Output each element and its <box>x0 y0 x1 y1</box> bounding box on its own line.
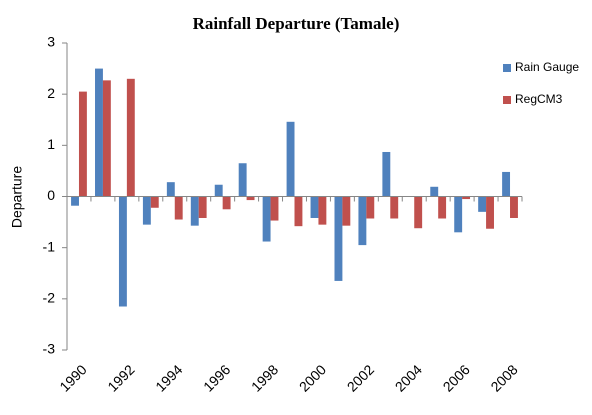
bar <box>454 196 463 233</box>
bar <box>118 196 127 307</box>
y-axis-label: Departure <box>9 166 25 228</box>
bar <box>126 78 135 197</box>
bar <box>198 196 207 218</box>
bar <box>342 196 351 226</box>
x-tick-label: 2000 <box>296 361 329 394</box>
bar <box>262 196 271 242</box>
x-tick-label: 2006 <box>440 361 473 394</box>
bar <box>334 196 343 281</box>
bar <box>238 163 247 197</box>
legend-swatch <box>503 64 511 72</box>
y-tick-label: 2 <box>47 85 55 101</box>
bar <box>294 196 303 227</box>
bar <box>78 91 87 197</box>
bar <box>318 196 327 225</box>
y-tick-label: -1 <box>43 238 56 254</box>
bar <box>174 196 183 220</box>
bar <box>102 80 111 197</box>
bar <box>478 196 487 212</box>
bar <box>366 196 375 219</box>
y-tick-label: 0 <box>47 187 55 203</box>
bar <box>71 196 79 206</box>
x-tick-label: 1996 <box>200 361 233 394</box>
bar <box>214 184 223 197</box>
bar <box>95 68 103 197</box>
x-tick-label: 1992 <box>104 361 137 394</box>
bar <box>166 182 175 197</box>
y-tick-label: 1 <box>47 136 55 152</box>
legend-label: RegCM3 <box>515 92 563 106</box>
bar <box>358 196 367 246</box>
bar <box>150 196 159 208</box>
bar <box>246 196 255 201</box>
x-tick-label: 1990 <box>56 361 89 394</box>
x-tick-label: 1998 <box>248 361 281 394</box>
bar <box>270 196 279 221</box>
bar <box>438 196 447 219</box>
legend-label: Rain Gauge <box>515 60 579 74</box>
y-tick-label: -3 <box>43 341 56 357</box>
x-tick-label: 2008 <box>487 361 520 394</box>
y-tick-label: 3 <box>47 34 55 50</box>
x-tick-label: 1994 <box>152 361 185 394</box>
chart-title: Rainfall Departure (Tamale) <box>193 14 400 33</box>
bar <box>502 171 511 197</box>
bar <box>390 196 399 219</box>
bar <box>486 196 494 229</box>
legend-swatch <box>503 96 511 104</box>
bar <box>190 196 199 226</box>
bar <box>430 186 439 197</box>
bar <box>382 151 391 197</box>
bar <box>510 196 518 218</box>
bar <box>222 196 231 210</box>
bar <box>462 196 471 200</box>
x-tick-label: 2004 <box>392 361 425 394</box>
y-tick-label: -2 <box>43 290 56 306</box>
bar <box>414 196 423 229</box>
bar <box>310 196 319 218</box>
x-tick-label: 2002 <box>344 361 377 394</box>
bar <box>142 196 151 225</box>
bar <box>286 121 295 197</box>
